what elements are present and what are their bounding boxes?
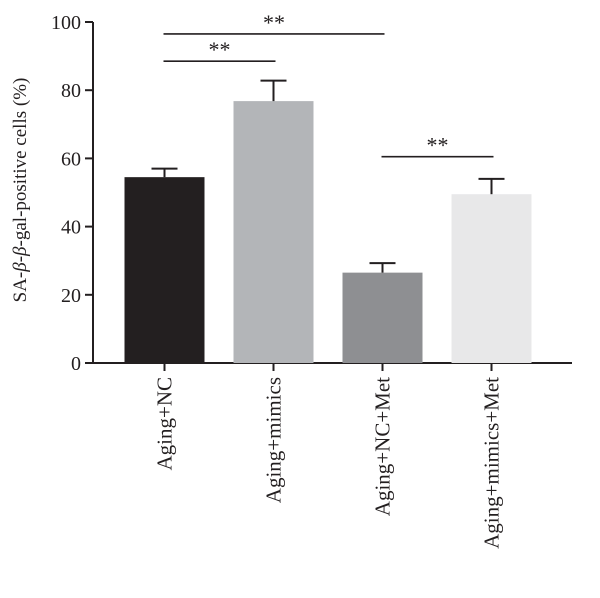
error-bars — [151, 79, 505, 273]
x-tick-label: Aging+NC+Met — [371, 377, 395, 516]
y-tick-label: 40 — [61, 217, 81, 239]
y-tick-label: 0 — [71, 353, 81, 375]
y-tick-label: 60 — [61, 148, 81, 170]
bar — [451, 194, 532, 363]
x-tick-label: Aging+mimics — [262, 377, 286, 503]
axes: 0 20 40 60 80 100 Aging+NC Aging+mimics Aging+NC… — [51, 12, 572, 549]
y-tick-label: 20 — [61, 285, 81, 307]
y-axis-label: SA-β-β-gal-positive cells (%) — [10, 78, 31, 303]
bars — [124, 101, 532, 363]
significance-label: ** — [263, 10, 285, 35]
bar — [233, 101, 314, 363]
x-tick-label: Aging+mimics+Met — [480, 377, 504, 549]
significance-label: ** — [427, 133, 449, 158]
y-tick-label: 100 — [51, 12, 81, 34]
bar — [342, 272, 423, 363]
significance-brackets: ** ** ** — [163, 10, 494, 158]
x-tick-label: Aging+NC — [153, 377, 177, 471]
bar — [124, 177, 205, 363]
y-tick-label: 80 — [61, 80, 81, 102]
significance-label: ** — [209, 37, 231, 62]
